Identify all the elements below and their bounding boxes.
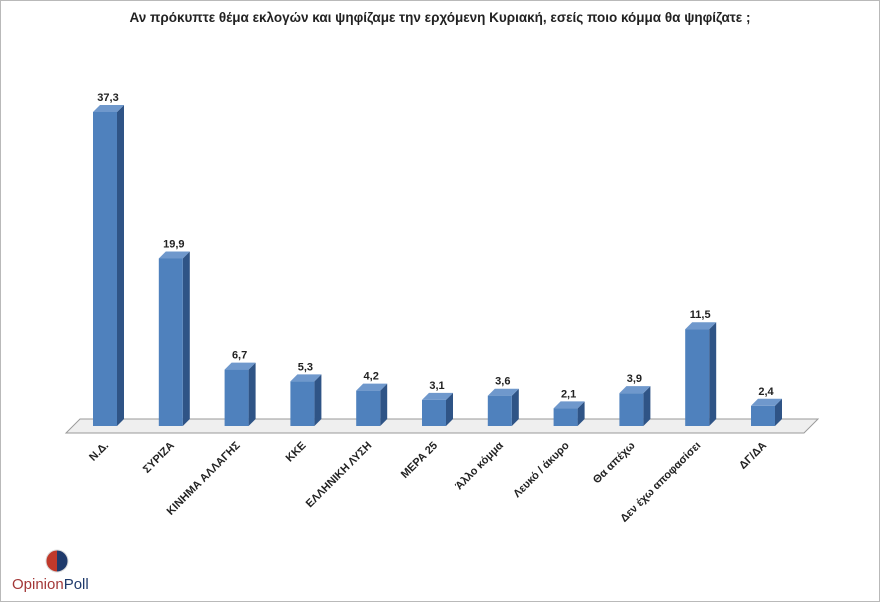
bar — [422, 399, 446, 426]
category-label: ΚΙΝΗΜΑ ΑΛΛΑΓΗΣ — [165, 439, 243, 517]
bar — [487, 395, 512, 426]
value-label: 11,5 — [690, 309, 711, 321]
value-label: 3,9 — [627, 373, 642, 385]
bar-side — [577, 401, 585, 426]
bar-side — [709, 322, 717, 426]
bar — [751, 405, 775, 426]
bar-side — [446, 392, 453, 426]
value-label: 6,7 — [232, 350, 247, 362]
value-label: 2,4 — [758, 386, 774, 398]
category-label: Ν.Δ. — [87, 440, 111, 464]
bar — [619, 393, 644, 426]
category-label: ΕΛΛΗΝΙΚΗ ΛΥΣΗ — [304, 440, 375, 511]
bar — [356, 390, 381, 426]
bar-top — [553, 401, 585, 409]
category-label: ΚΚΕ — [284, 440, 309, 465]
bar-top — [224, 362, 256, 370]
bar-side — [511, 388, 519, 426]
bar-top — [356, 383, 388, 391]
opinionpoll-logo — [45, 549, 69, 573]
value-label: 3,6 — [495, 376, 510, 388]
bar — [553, 408, 578, 426]
bar-side — [117, 105, 124, 426]
bar-top — [685, 322, 717, 330]
bar-top — [751, 398, 782, 406]
bar-top — [422, 392, 453, 400]
value-label: 37,3 — [97, 92, 118, 104]
bar-side — [182, 251, 190, 426]
logo-text-poll: Poll — [63, 576, 89, 593]
bar-top — [487, 388, 519, 396]
bar-side — [248, 362, 256, 426]
logo-text-opinion: Opinion — [12, 576, 64, 593]
bar-top — [93, 105, 124, 112]
bar-side — [314, 374, 322, 426]
bar-side — [380, 383, 388, 426]
bar-side — [775, 398, 782, 426]
logo-text: OpinionPoll — [12, 576, 89, 593]
bar-side — [643, 386, 651, 426]
category-label: Λευκό / άκυρο — [511, 439, 572, 500]
category-label: ΜΕΡΑ 25 — [399, 440, 440, 481]
chart-title: Αν πρόκυπτε θέμα εκλογών και ψηφίζαμε τη… — [129, 10, 751, 25]
bar-top — [619, 386, 651, 394]
value-label: 3,1 — [429, 380, 444, 392]
bar-top — [158, 251, 190, 259]
bar-top — [290, 374, 322, 382]
bar — [224, 369, 249, 426]
value-label: 2,1 — [561, 388, 576, 400]
bar — [93, 112, 117, 426]
bar — [685, 329, 710, 426]
value-label: 19,9 — [163, 238, 184, 250]
value-label: 4,2 — [364, 371, 379, 383]
category-label: Θα απέχω — [591, 440, 638, 487]
category-label: Άλλο κόμμα — [453, 439, 506, 492]
value-label: 5,3 — [298, 361, 313, 373]
bar — [158, 258, 183, 426]
category-label: ΣΥΡΙΖΑ — [141, 440, 177, 476]
bar — [290, 381, 315, 426]
category-label: ΔΓ/ΔΑ — [737, 440, 769, 472]
